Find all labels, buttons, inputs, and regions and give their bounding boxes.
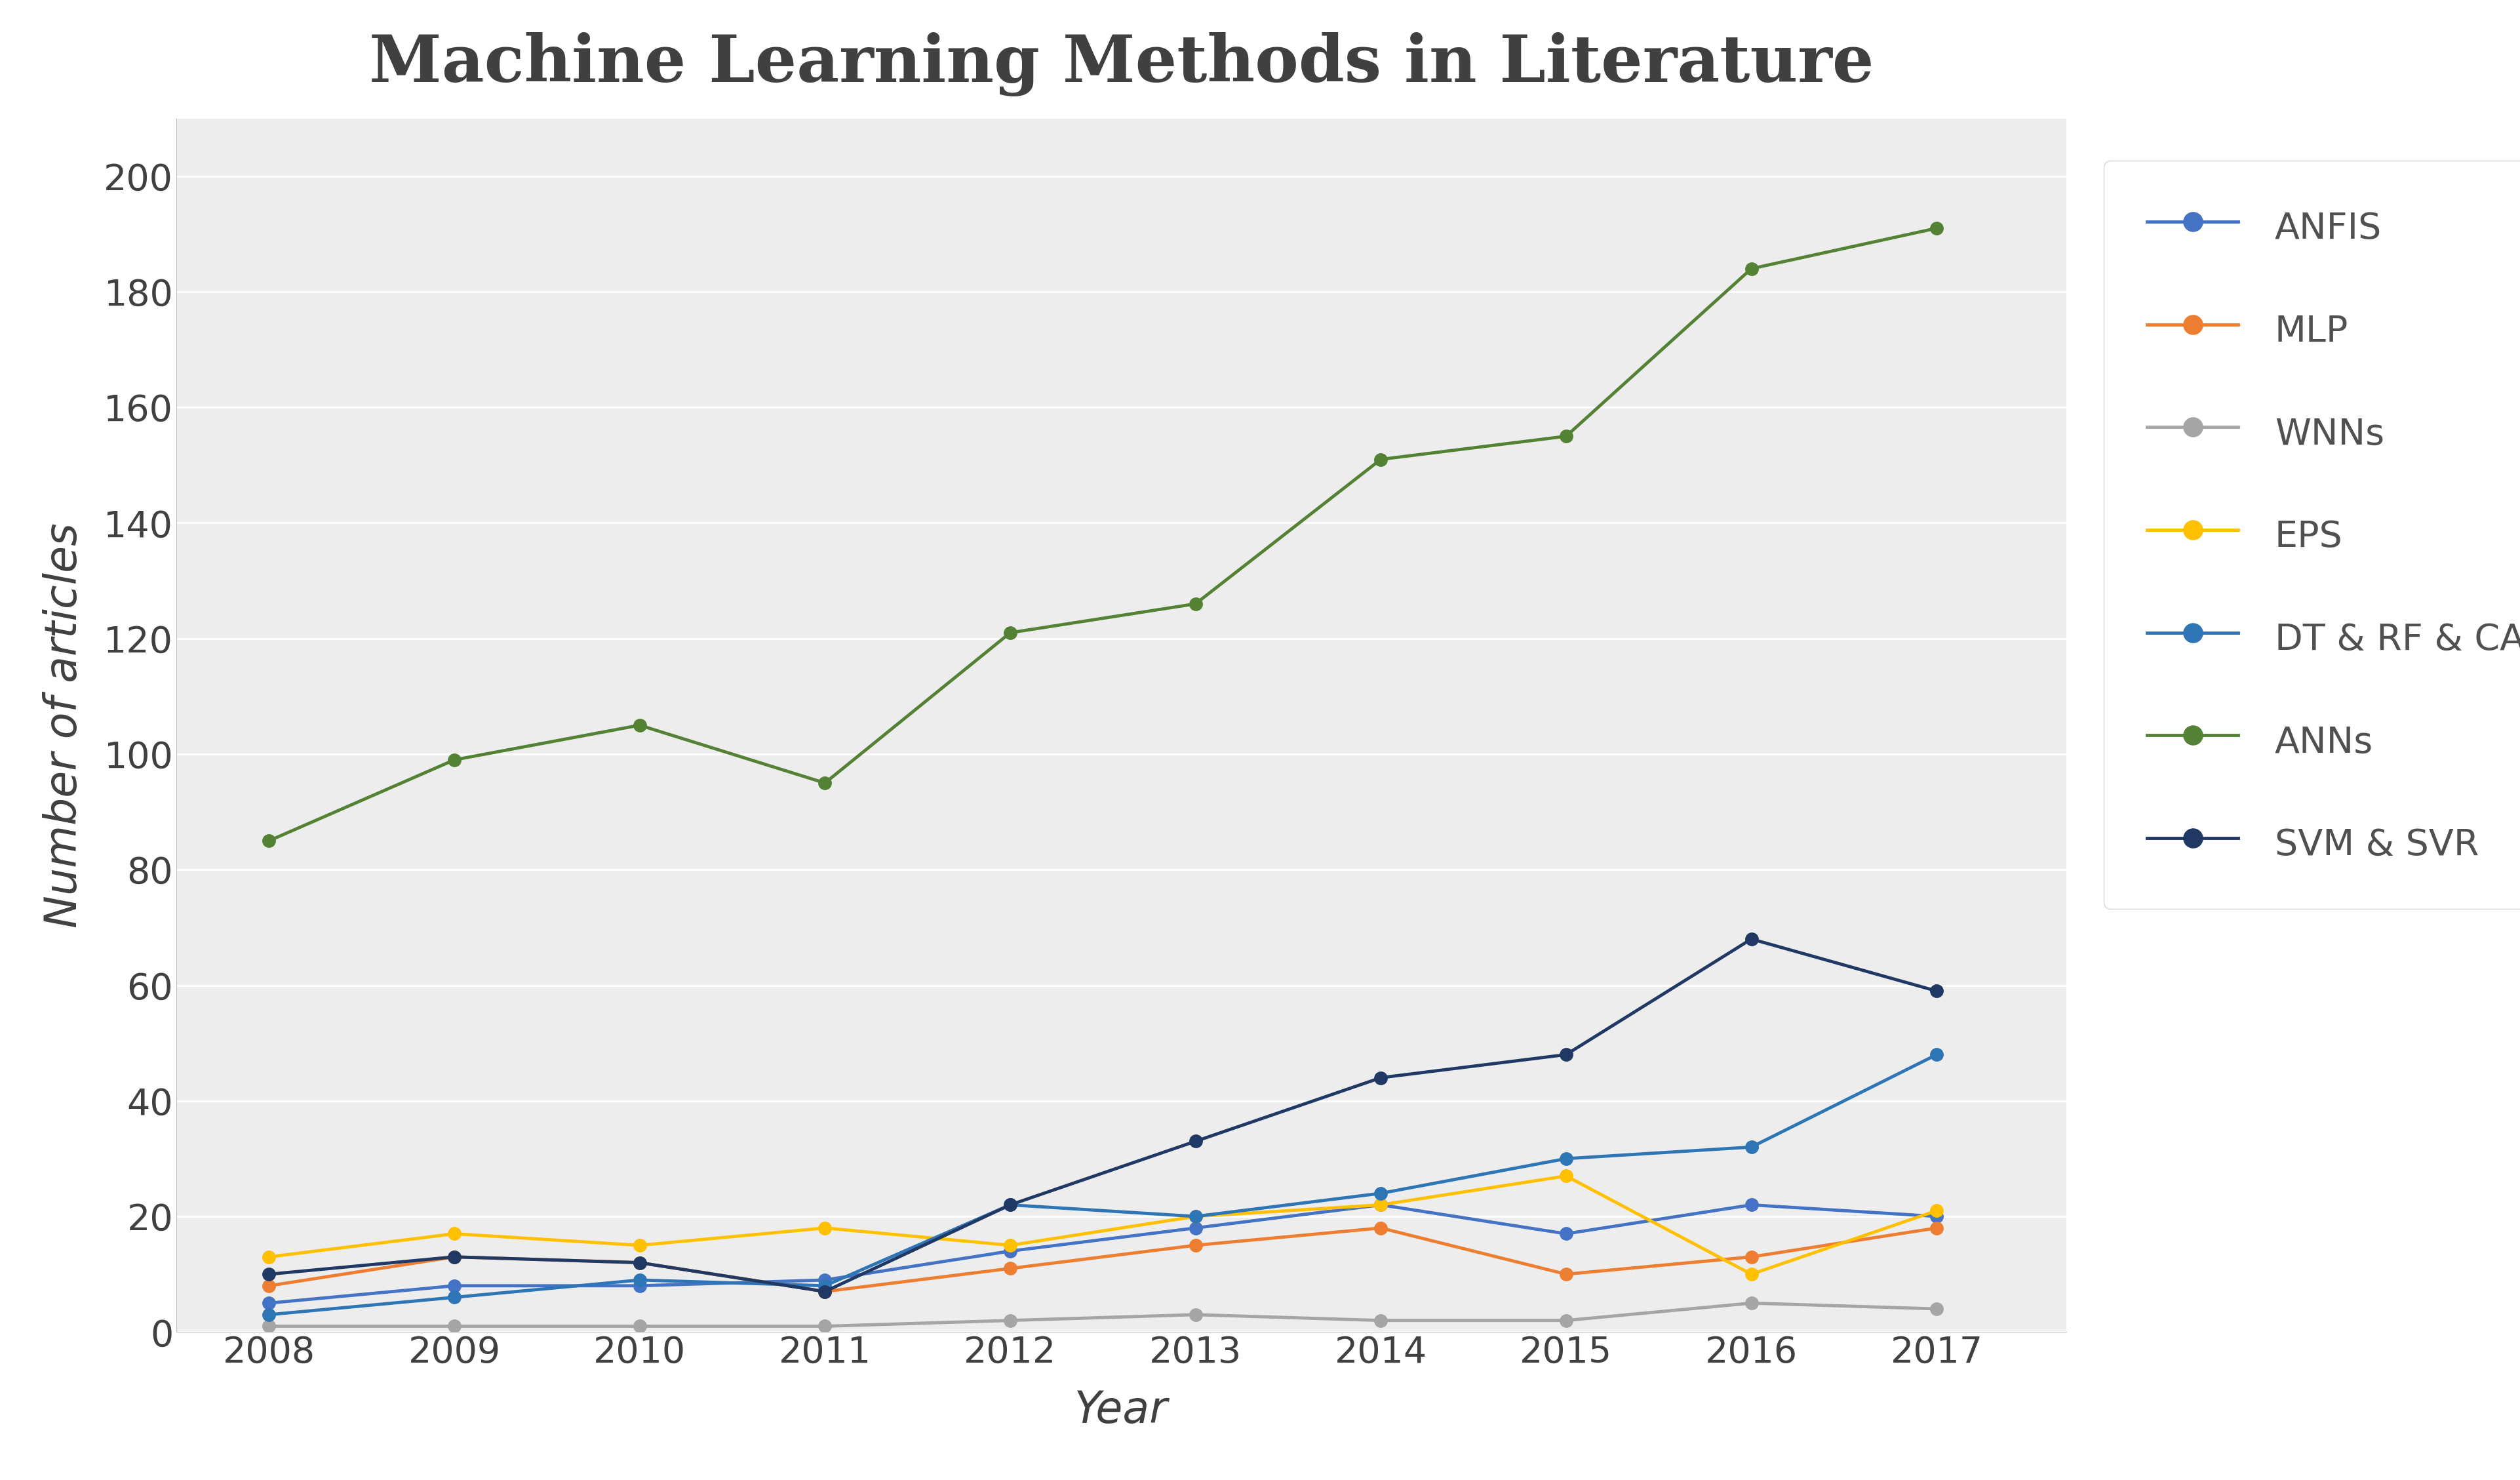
EPS (625, 1236, 655, 1254)
SVM & SVR (625, 1254, 655, 1271)
SVM & SVR (1736, 929, 1767, 947)
EPS (255, 1248, 285, 1265)
EPS (1923, 1202, 1953, 1220)
ANNs (625, 716, 655, 734)
WNNs (1736, 1294, 1767, 1311)
ANFIS (809, 1271, 839, 1289)
Line: DT & RF & CART: DT & RF & CART (262, 1048, 1943, 1322)
DT & RF & CART (1179, 1208, 1210, 1225)
MLP (809, 1283, 839, 1301)
ANFIS (1923, 1208, 1953, 1225)
ANNs (1179, 595, 1210, 613)
EPS (438, 1225, 469, 1243)
Line: MLP: MLP (262, 1221, 1943, 1298)
ANNs (995, 625, 1026, 642)
EPS (1366, 1196, 1396, 1214)
ANFIS (1550, 1225, 1580, 1243)
EPS (1736, 1265, 1767, 1283)
MLP (625, 1254, 655, 1271)
WNNs (625, 1317, 655, 1335)
Line: EPS: EPS (262, 1169, 1943, 1280)
MLP (1736, 1248, 1767, 1265)
WNNs (995, 1311, 1026, 1329)
ANNs (1366, 450, 1396, 468)
WNNs (1923, 1299, 1953, 1317)
SVM & SVR (995, 1196, 1026, 1214)
ANFIS (438, 1277, 469, 1295)
SVM & SVR (1550, 1046, 1580, 1064)
ANFIS (1736, 1196, 1767, 1214)
EPS (1550, 1168, 1580, 1185)
DT & RF & CART (438, 1289, 469, 1307)
DT & RF & CART (255, 1305, 285, 1323)
SVM & SVR (438, 1248, 469, 1265)
DT & RF & CART (1923, 1046, 1953, 1064)
MLP (255, 1277, 285, 1295)
EPS (809, 1220, 839, 1237)
MLP (438, 1248, 469, 1265)
WNNs (438, 1317, 469, 1335)
Y-axis label: Number of articles: Number of articles (43, 522, 86, 928)
Line: ANNs: ANNs (262, 222, 1943, 847)
MLP (1179, 1236, 1210, 1254)
Line: WNNs: WNNs (262, 1296, 1943, 1332)
SVM & SVR (1366, 1069, 1396, 1086)
WNNs (1179, 1305, 1210, 1323)
ANNs (255, 832, 285, 850)
WNNs (1366, 1311, 1396, 1329)
SVM & SVR (1923, 983, 1953, 1000)
MLP (1550, 1265, 1580, 1283)
X-axis label: Year: Year (1074, 1388, 1169, 1433)
EPS (995, 1236, 1026, 1254)
Title: Machine Learning Methods in Literature: Machine Learning Methods in Literature (368, 33, 1875, 96)
SVM & SVR (255, 1265, 285, 1283)
ANNs (438, 750, 469, 768)
MLP (1923, 1220, 1953, 1237)
ANNs (809, 774, 839, 792)
Legend: ANFIS, MLP, WNNs, EPS, DT & RF & CART, ANNs, SVM & SVR: ANFIS, MLP, WNNs, EPS, DT & RF & CART, A… (2104, 161, 2520, 909)
DT & RF & CART (809, 1277, 839, 1295)
MLP (995, 1259, 1026, 1277)
MLP (1366, 1220, 1396, 1237)
ANNs (1736, 260, 1767, 278)
DT & RF & CART (1736, 1138, 1767, 1156)
SVM & SVR (809, 1283, 839, 1301)
EPS (1179, 1208, 1210, 1225)
DT & RF & CART (1550, 1150, 1580, 1168)
ANFIS (625, 1277, 655, 1295)
DT & RF & CART (1366, 1184, 1396, 1202)
ANFIS (1179, 1220, 1210, 1237)
WNNs (255, 1317, 285, 1335)
ANFIS (995, 1242, 1026, 1259)
DT & RF & CART (625, 1271, 655, 1289)
DT & RF & CART (995, 1196, 1026, 1214)
ANNs (1923, 219, 1953, 237)
WNNs (809, 1317, 839, 1335)
ANNs (1550, 428, 1580, 445)
SVM & SVR (1179, 1132, 1210, 1150)
ANFIS (255, 1294, 285, 1311)
WNNs (1550, 1311, 1580, 1329)
Line: ANFIS: ANFIS (262, 1199, 1943, 1310)
ANFIS (1366, 1196, 1396, 1214)
Line: SVM & SVR: SVM & SVR (262, 932, 1943, 1298)
